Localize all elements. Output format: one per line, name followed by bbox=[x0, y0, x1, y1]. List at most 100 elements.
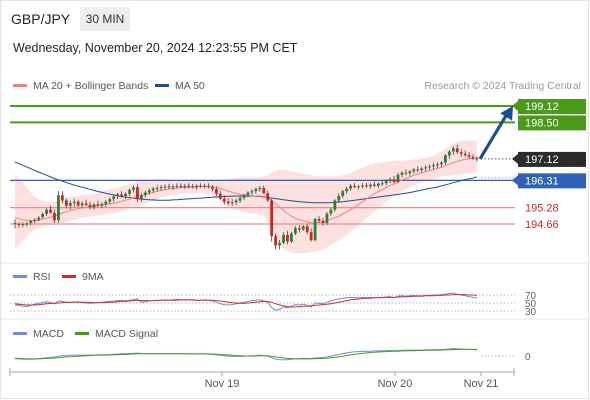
candle-body bbox=[416, 169, 420, 171]
candle-body bbox=[250, 191, 254, 193]
candle-body bbox=[234, 200, 238, 203]
x-tick-nov-20: Nov 20 bbox=[378, 378, 413, 390]
candle-body bbox=[139, 195, 143, 200]
candle-body bbox=[384, 181, 388, 184]
timeframe-button[interactable]: 30 MIN bbox=[80, 7, 130, 31]
candle-body bbox=[37, 217, 41, 220]
candle-body bbox=[372, 184, 376, 186]
candle-body bbox=[211, 187, 214, 190]
resistance-1-label-pointer bbox=[512, 101, 518, 111]
candle-body bbox=[21, 224, 25, 226]
candle-body bbox=[388, 179, 392, 182]
candle-body bbox=[33, 219, 37, 221]
candle-body bbox=[396, 174, 400, 182]
target-arrow-head bbox=[500, 106, 513, 121]
legend-ma20-swatch bbox=[13, 83, 27, 87]
candle-body bbox=[428, 166, 431, 168]
candle-body bbox=[297, 228, 301, 230]
candle-body bbox=[432, 165, 435, 167]
ma20-line bbox=[14, 157, 478, 224]
candle-body bbox=[451, 148, 455, 152]
candle-body bbox=[191, 186, 195, 188]
legend-ma50-label: MA 50 bbox=[175, 80, 205, 92]
candle-body bbox=[136, 187, 139, 200]
pivot-label-bg bbox=[518, 173, 586, 189]
candle-body bbox=[57, 195, 60, 221]
legend-macd-signal-label: MACD Signal bbox=[95, 328, 159, 340]
candle-body bbox=[61, 195, 64, 201]
candle-body bbox=[147, 190, 151, 193]
resistance-2-label-bg bbox=[518, 115, 586, 131]
candle-body bbox=[369, 184, 372, 187]
candle-body bbox=[357, 186, 360, 188]
candle-body bbox=[108, 199, 112, 202]
legend-macd-signal: MACD Signal bbox=[75, 328, 158, 340]
candle-body bbox=[467, 155, 471, 157]
candle-body bbox=[222, 198, 226, 202]
candle-body bbox=[41, 213, 45, 218]
x-tick-nov-19: Nov 19 bbox=[205, 378, 240, 390]
candle-body bbox=[215, 189, 218, 194]
candle-body bbox=[246, 192, 250, 196]
macd-tick-0: 0 bbox=[525, 352, 531, 363]
candle-body bbox=[203, 185, 206, 187]
rsi-line bbox=[14, 292, 478, 311]
candle-body bbox=[88, 204, 92, 208]
candle-body bbox=[104, 201, 108, 204]
resistance-1-label: 199.12 bbox=[525, 101, 559, 113]
candle-body bbox=[151, 188, 155, 191]
candle-body bbox=[286, 234, 289, 242]
pivot-label-pointer bbox=[512, 175, 518, 186]
legend-ma50: MA 50 bbox=[155, 80, 205, 92]
candle-body bbox=[459, 152, 463, 154]
symbol-title: GBP/JPY bbox=[11, 11, 71, 27]
candle-body bbox=[341, 191, 345, 196]
candle-body bbox=[420, 168, 424, 171]
candle-body bbox=[175, 185, 179, 187]
candle-body bbox=[187, 185, 191, 187]
candle-body bbox=[333, 200, 337, 210]
candle-body bbox=[349, 185, 353, 189]
candle-body bbox=[29, 220, 33, 223]
candle-body bbox=[317, 218, 321, 221]
candle-body bbox=[238, 197, 242, 201]
legend-rsi-swatch bbox=[13, 274, 27, 278]
candle-body bbox=[13, 222, 17, 224]
candle-body bbox=[72, 201, 76, 204]
candle-body bbox=[329, 209, 333, 214]
candle-body bbox=[380, 183, 384, 185]
candle-body bbox=[45, 209, 48, 214]
candle-body bbox=[68, 203, 72, 206]
candle-body bbox=[475, 158, 479, 160]
candle-body bbox=[392, 179, 396, 182]
last-price-label: 197.12 bbox=[525, 154, 559, 166]
legend-ma20: MA 20 + Bollinger Bands bbox=[13, 80, 148, 92]
candle-body bbox=[404, 172, 408, 174]
candle-body bbox=[424, 167, 428, 169]
candle-body bbox=[242, 195, 246, 198]
candle-body bbox=[290, 233, 293, 242]
candle-body bbox=[100, 203, 104, 206]
candle-body bbox=[309, 232, 313, 241]
candle-body bbox=[17, 224, 21, 226]
candle-body bbox=[116, 194, 120, 197]
support-1-label: 195.28 bbox=[525, 203, 559, 215]
timestamp: Wednesday, November 20, 2024 12:23:55 PM… bbox=[13, 41, 298, 55]
legend-9ma-label: 9MA bbox=[82, 271, 104, 283]
candle-body bbox=[313, 218, 317, 241]
last-price-label-bg bbox=[518, 151, 586, 167]
candle-body bbox=[124, 193, 127, 196]
candle-body bbox=[471, 156, 475, 159]
rsi-tick-50: 50 bbox=[525, 299, 537, 310]
candle-body bbox=[376, 183, 380, 186]
rsi-tick-30: 30 bbox=[525, 307, 537, 318]
support-2-label: 194.66 bbox=[525, 219, 559, 231]
legend-macd-swatch bbox=[13, 331, 27, 335]
legend-ma50-swatch bbox=[155, 83, 169, 87]
target-arrow-shaft bbox=[478, 113, 509, 160]
legend-macd: MACD bbox=[13, 328, 64, 340]
candle-body bbox=[270, 200, 274, 237]
candle-body bbox=[218, 193, 222, 199]
candle-body bbox=[80, 203, 84, 206]
candle-body bbox=[207, 185, 210, 188]
